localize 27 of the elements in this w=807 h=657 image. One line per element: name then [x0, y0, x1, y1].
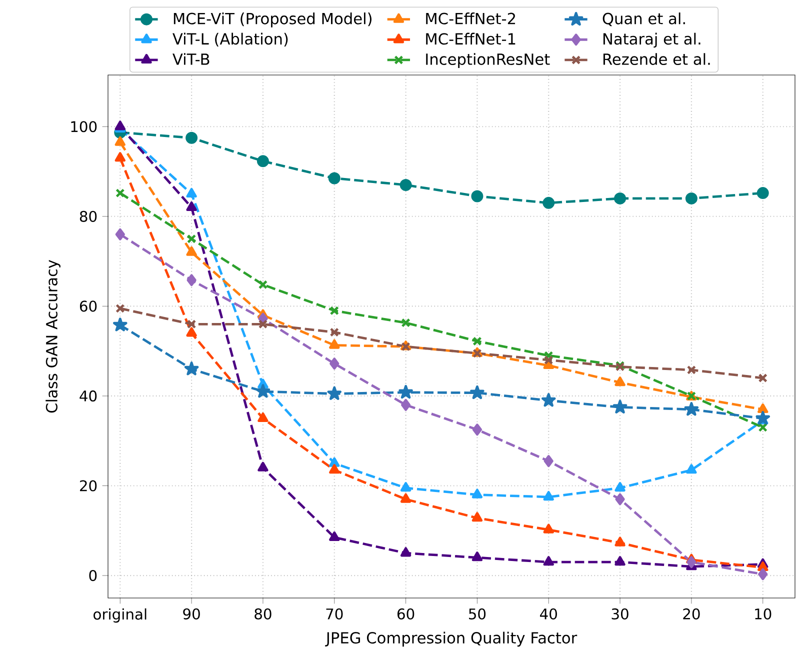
legend-label: Rezende et al. [603, 53, 710, 65]
legend-label: ViT-L (Ablation) [172, 32, 288, 46]
y-tick-label: 80 [80, 210, 97, 222]
x-tick-label: 20 [683, 608, 700, 620]
legend-label: InceptionResNet [426, 53, 550, 68]
x-tick-label: 10 [755, 608, 772, 620]
y-tick-label: 40 [80, 390, 97, 402]
y-tick-label: 20 [80, 480, 97, 492]
y-tick-label: 100 [71, 121, 97, 132]
legend-label: MC-EffNet-2 [426, 12, 516, 24]
legend-label: Quan et al. [602, 12, 685, 26]
x-tick-label: 80 [254, 608, 272, 620]
x-tick-label: 90 [183, 608, 200, 620]
x-tick-label: original [94, 608, 146, 623]
x-tick-label: 70 [326, 608, 343, 620]
x-axis-title: JPEG Compression Quality Factor [325, 632, 578, 647]
y-tick-label: 0 [89, 570, 97, 582]
x-tick-label: 40 [540, 608, 557, 620]
legend-label: ViT-B [172, 53, 210, 65]
y-tick-label: 60 [80, 300, 97, 312]
x-tick-label: 30 [612, 608, 628, 620]
x-tick-label: 50 [469, 608, 486, 620]
legend-label: MC-EffNet-1 [426, 32, 516, 45]
legend-label: MCE-ViT (Proposed Model) [174, 12, 372, 28]
y-axis-title: Class GAN Accuracy [46, 260, 60, 413]
x-tick-label: 60 [397, 608, 414, 620]
legend-label: Nataraj et al. [603, 32, 700, 48]
